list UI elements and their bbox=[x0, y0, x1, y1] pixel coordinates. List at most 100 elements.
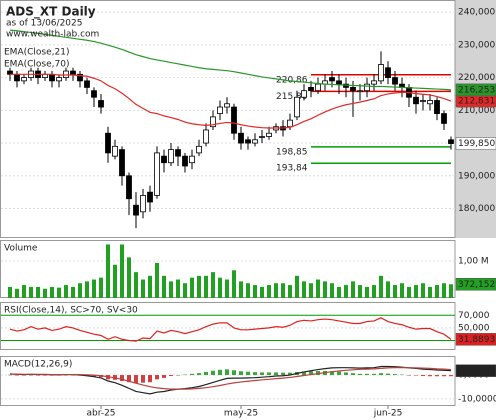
volume-bar bbox=[421, 283, 425, 298]
volume-bar bbox=[442, 283, 446, 298]
histogram-bar bbox=[302, 371, 306, 376]
volume-bar bbox=[85, 281, 89, 298]
histogram-bar bbox=[218, 369, 222, 376]
x-tick-label: may-25 bbox=[224, 409, 258, 419]
candle-body bbox=[364, 83, 370, 92]
volume-bar bbox=[372, 285, 376, 298]
volume-bar bbox=[64, 285, 68, 298]
y-tick-label: 230,000 bbox=[458, 40, 495, 50]
candle-body bbox=[357, 90, 363, 93]
y-tick-label: 190,000 bbox=[458, 171, 495, 181]
histogram-bar bbox=[253, 372, 257, 376]
histogram-bar bbox=[169, 375, 173, 376]
histogram-bar bbox=[449, 375, 453, 377]
volume-bar bbox=[344, 285, 348, 298]
level-label: 215,80 bbox=[276, 92, 308, 102]
price-axis-band bbox=[455, 0, 496, 238]
candle-body bbox=[175, 149, 181, 157]
histogram-bar bbox=[134, 375, 138, 384]
volume-bar bbox=[113, 264, 117, 298]
volume-bar bbox=[50, 286, 54, 298]
chart-title: ADS_XT Daily bbox=[6, 5, 96, 20]
candle-body bbox=[154, 152, 160, 196]
candle-body bbox=[49, 73, 55, 82]
candle-body bbox=[126, 175, 132, 200]
histogram-bar bbox=[379, 373, 383, 376]
y-tick-label: 180,000 bbox=[458, 204, 495, 214]
volume-bar bbox=[71, 286, 75, 298]
y-tick-label: 220,000 bbox=[458, 73, 495, 83]
histogram-bar bbox=[246, 371, 250, 376]
value-tag bbox=[455, 137, 496, 150]
histogram-bar bbox=[64, 375, 68, 376]
candle-body bbox=[119, 149, 125, 177]
histogram-bar bbox=[421, 375, 425, 376]
candle-body bbox=[63, 70, 69, 78]
candle-body bbox=[14, 73, 20, 82]
y-tick-label: 70,000 bbox=[458, 311, 490, 321]
volume-bar bbox=[358, 285, 362, 298]
value-tag bbox=[455, 83, 496, 97]
histogram-bar bbox=[225, 369, 229, 376]
candle-body bbox=[189, 155, 195, 164]
histogram-bar bbox=[120, 375, 124, 381]
candle-body bbox=[56, 77, 62, 82]
y-tick-label: 1,00 M bbox=[458, 257, 489, 267]
indicator-line bbox=[10, 73, 452, 129]
candle-body bbox=[224, 103, 230, 108]
volume-bar bbox=[239, 281, 243, 298]
histogram-bar bbox=[330, 371, 334, 376]
candle-body bbox=[84, 80, 90, 88]
volume-bar bbox=[99, 277, 103, 298]
chart-subtitle: as of 13/06/2025 bbox=[6, 19, 82, 29]
candle-body bbox=[392, 77, 398, 85]
candle-body bbox=[77, 73, 83, 82]
source-label: www.wealth-lab.com bbox=[6, 30, 99, 40]
volume-bar bbox=[316, 279, 320, 298]
panel-title: MACD(12,26,9) bbox=[4, 360, 72, 370]
panel-frame bbox=[0, 356, 456, 406]
histogram-bar bbox=[71, 375, 75, 376]
candle-body bbox=[182, 155, 188, 167]
volume-bar bbox=[106, 244, 110, 298]
candle-body bbox=[133, 204, 139, 216]
volume-bar bbox=[267, 285, 271, 298]
candle-body bbox=[427, 100, 433, 105]
volume-bar bbox=[204, 275, 208, 298]
volume-bar bbox=[183, 283, 187, 298]
volume-bar bbox=[190, 277, 194, 298]
legend-entry: EMA(Close,21) bbox=[4, 48, 69, 58]
candle-body bbox=[112, 145, 118, 157]
candle-body bbox=[448, 139, 454, 144]
candle-body bbox=[434, 100, 440, 114]
histogram-bar bbox=[309, 371, 313, 376]
candle-body bbox=[105, 132, 111, 154]
panel-title: Volume bbox=[4, 244, 38, 254]
x-tick-label: abr-25 bbox=[86, 409, 115, 419]
volume-bar bbox=[428, 286, 432, 298]
volume-bar bbox=[414, 285, 418, 298]
y-tick-label: 210,000 bbox=[458, 106, 495, 116]
histogram-bar bbox=[211, 370, 215, 376]
histogram-bar bbox=[162, 375, 166, 378]
histogram-bar bbox=[428, 375, 432, 377]
y-tick-label: 50,000 bbox=[458, 323, 490, 333]
volume-bar bbox=[309, 283, 313, 298]
candle-body bbox=[308, 87, 314, 92]
candle-body bbox=[266, 132, 272, 137]
candle-body bbox=[238, 132, 244, 144]
volume-bar bbox=[225, 279, 229, 298]
volume-bar bbox=[281, 283, 285, 298]
legend-entry: EMA(Close,70) bbox=[4, 60, 69, 70]
volume-bar bbox=[120, 244, 124, 298]
value-tag bbox=[455, 333, 496, 346]
volume-bar bbox=[407, 286, 411, 298]
volume-bar bbox=[253, 285, 257, 298]
candle-body bbox=[259, 136, 265, 138]
indicator-line bbox=[9, 317, 452, 342]
histogram-bar bbox=[204, 371, 208, 376]
panel-frame bbox=[0, 0, 456, 238]
volume-bar bbox=[141, 279, 145, 298]
volume-bar bbox=[211, 272, 215, 298]
volume-bar bbox=[43, 288, 47, 298]
